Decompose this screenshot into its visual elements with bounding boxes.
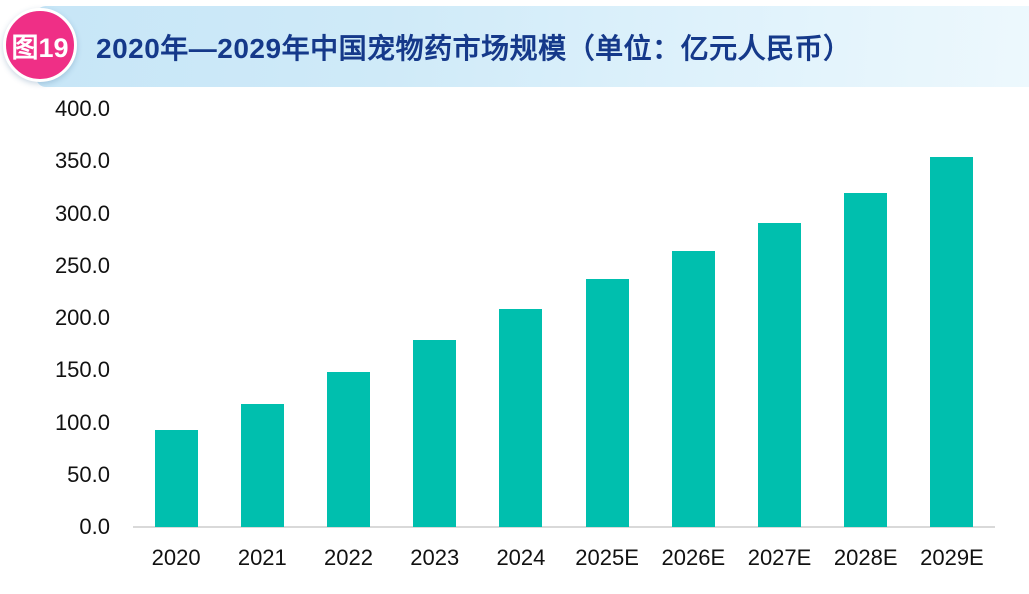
y-tick-label-300: 300.0: [54, 200, 110, 226]
y-tick-label-50: 50.0: [67, 461, 110, 487]
x-tick-label-2024: 2024: [496, 545, 546, 570]
y-tick-label-200: 200.0: [54, 305, 110, 330]
bar-2023: [413, 339, 457, 527]
bar-2022: [327, 372, 370, 527]
bar-2028E: [844, 192, 888, 527]
bar-slot-2023: [392, 109, 478, 527]
header-ribbon: 2020年—2029年中国宠物药市场规模（单位：亿元人民币）: [36, 6, 1029, 87]
x-tick-label-2029E: 2029E: [920, 545, 984, 570]
x-tick-label-2026E: 2026E: [661, 545, 726, 570]
x-tick-label-2020: 2020: [151, 545, 201, 570]
y-tick-label-400: 400.0: [54, 96, 110, 121]
bar-2029E: [930, 157, 974, 527]
x-tick-label-2025E: 2025E: [575, 545, 639, 570]
x-tick-label-2023: 2023: [410, 545, 460, 570]
bar-2020: [154, 429, 198, 527]
x-tick-label-2021: 2021: [237, 545, 287, 570]
x-tick-label-2022: 2022: [324, 545, 373, 570]
plot-area: [133, 109, 995, 527]
bar-slot-2022: [305, 109, 391, 527]
bar-slot-2028E: [823, 109, 909, 527]
x-axis-labels: 2020 2021 2022 2023 2024 2025E 2026E 2027E 2028E…: [133, 544, 995, 572]
bar-slot-2027E: [736, 109, 822, 527]
y-tick-label-100: 100.0: [54, 409, 110, 435]
y-tick-label-0: 0.0: [79, 514, 110, 539]
bar-2027E: [758, 222, 802, 527]
chart-title: 2020年—2029年中国宠物药市场规模（单位：亿元人民币）: [96, 32, 852, 64]
x-tick-label-2028E: 2028E: [833, 545, 898, 570]
bar-2021: [240, 403, 284, 527]
y-axis: 0.0 50.0 100.0 150.0 200.0 250.0 300.0 350.0 400…: [0, 0, 110, 594]
y-tick-label-150: 150.0: [54, 357, 110, 383]
bar-slot-2024: [478, 109, 564, 527]
bar-slot-2025E: [564, 109, 650, 527]
bar-2025E: [585, 279, 629, 527]
x-axis-line: [133, 526, 995, 528]
y-tick-label-350: 350.0: [54, 148, 110, 174]
figure-number-badge: 图19: [3, 8, 77, 82]
bar-slot-2020: [133, 109, 219, 527]
bar-2024: [499, 308, 543, 527]
x-tick-label-2027E: 2027E: [747, 545, 812, 570]
bar-slot-2026E: [650, 109, 736, 527]
bar-slot-2021: [219, 109, 305, 527]
y-tick-label-250: 250.0: [54, 252, 110, 278]
bar-2026E: [671, 251, 715, 527]
bar-slot-2029E: [909, 109, 995, 527]
